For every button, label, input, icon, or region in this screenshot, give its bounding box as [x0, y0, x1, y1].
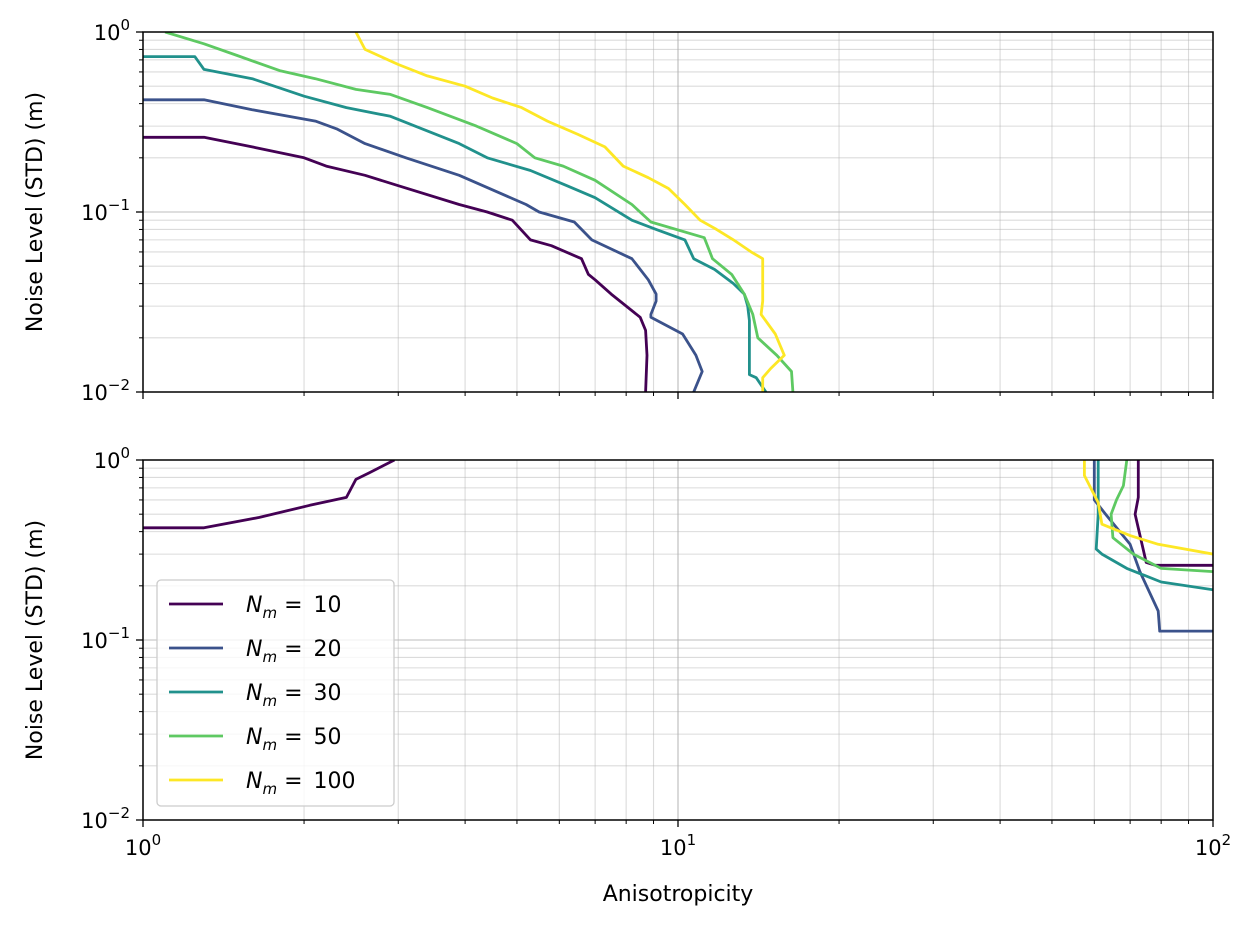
legend-label-nm-50: Nm = 50 — [246, 725, 342, 754]
y-tick-label-base: 10 — [81, 381, 108, 405]
y-tick-label: 100 — [94, 444, 130, 473]
top-y-axis-label: Noise Level (STD) (m) — [23, 92, 48, 332]
x-tick-label-base: 10 — [660, 836, 687, 860]
legend-label-symbol: N — [246, 725, 262, 750]
y-tick-label: 10−1 — [81, 624, 130, 653]
legend-label-equals: = — [277, 725, 309, 750]
series-line-nm-20 — [1092, 460, 1213, 633]
series-line-nm-20 — [143, 98, 704, 392]
legend-label-subscript: m — [262, 780, 277, 798]
bottom-series — [143, 460, 1213, 633]
y-tick-label-exponent: −1 — [108, 624, 130, 642]
y-tick-label-exponent: −2 — [108, 376, 130, 394]
series-line-nm-30 — [143, 55, 768, 392]
x-tick-label: 101 — [660, 831, 696, 860]
series-line-nm-100 — [1083, 460, 1213, 556]
bottom-y-axis-label: Noise Level (STD) (m) — [23, 520, 48, 760]
y-tick-label-base: 10 — [81, 629, 108, 653]
legend-label-subscript: m — [262, 692, 277, 710]
legend-label-subscript: m — [262, 604, 277, 622]
legend-label-equals: = — [277, 593, 309, 618]
y-tick-label: 10−2 — [81, 804, 130, 833]
legend-label-nm-100: Nm = 100 — [246, 769, 356, 798]
legend-label-subscript: m — [262, 736, 277, 754]
x-tick-label-exponent: 1 — [687, 831, 697, 849]
legend-label-equals: = — [277, 769, 309, 794]
series-line-nm-10 — [143, 135, 649, 392]
legend-label-symbol: N — [246, 769, 262, 794]
legend-label-nm-10: Nm = 10 — [246, 593, 342, 622]
y-tick-label: 100 — [94, 16, 130, 45]
legend-label-symbol: N — [246, 637, 262, 662]
legend-label-value: 100 — [314, 769, 356, 794]
legend-label-subscript: m — [262, 648, 277, 666]
legend-label-value: 10 — [314, 593, 342, 618]
y-tick-label-base: 10 — [81, 809, 108, 833]
y-tick-label: 10−1 — [81, 196, 130, 225]
y-tick-label-exponent: −1 — [108, 196, 130, 214]
top-grid — [142, 31, 1214, 393]
legend-label-value: 20 — [314, 637, 342, 662]
top-series — [143, 32, 795, 392]
series-line-nm-10-part-1 — [143, 460, 396, 530]
bottom-x-axis-label: Anisotropicity — [603, 882, 754, 907]
series-line-nm-50 — [1109, 460, 1213, 573]
y-tick-label-exponent: −2 — [108, 804, 130, 822]
series-line-nm-50 — [164, 32, 795, 392]
y-tick-label-base: 10 — [81, 201, 108, 225]
y-tick-label-exponent: 0 — [120, 16, 130, 34]
legend-label-value: 50 — [314, 725, 342, 750]
x-tick-label: 102 — [1195, 831, 1231, 860]
legend-label-symbol: N — [246, 681, 262, 706]
legend-label-equals: = — [277, 637, 309, 662]
x-tick-label-exponent: 2 — [1222, 831, 1232, 849]
legend-label-equals: = — [277, 681, 309, 706]
legend-label-symbol: N — [246, 593, 262, 618]
x-tick-label: 100 — [125, 831, 161, 860]
x-tick-label-exponent: 0 — [152, 831, 162, 849]
y-tick-label: 10−2 — [81, 376, 130, 405]
legend-label-nm-20: Nm = 20 — [246, 637, 342, 666]
x-tick-label-base: 10 — [125, 836, 152, 860]
series-line-nm-100 — [354, 32, 786, 392]
legend-box — [156, 579, 395, 807]
legend-label-value: 30 — [314, 681, 342, 706]
series-line-nm-30 — [1094, 460, 1213, 592]
x-tick-label-base: 10 — [1195, 836, 1222, 860]
y-tick-label-base: 10 — [94, 449, 121, 473]
y-tick-label-exponent: 0 — [120, 444, 130, 462]
legend-label-nm-30: Nm = 30 — [246, 681, 342, 710]
y-tick-label-base: 10 — [94, 21, 121, 45]
